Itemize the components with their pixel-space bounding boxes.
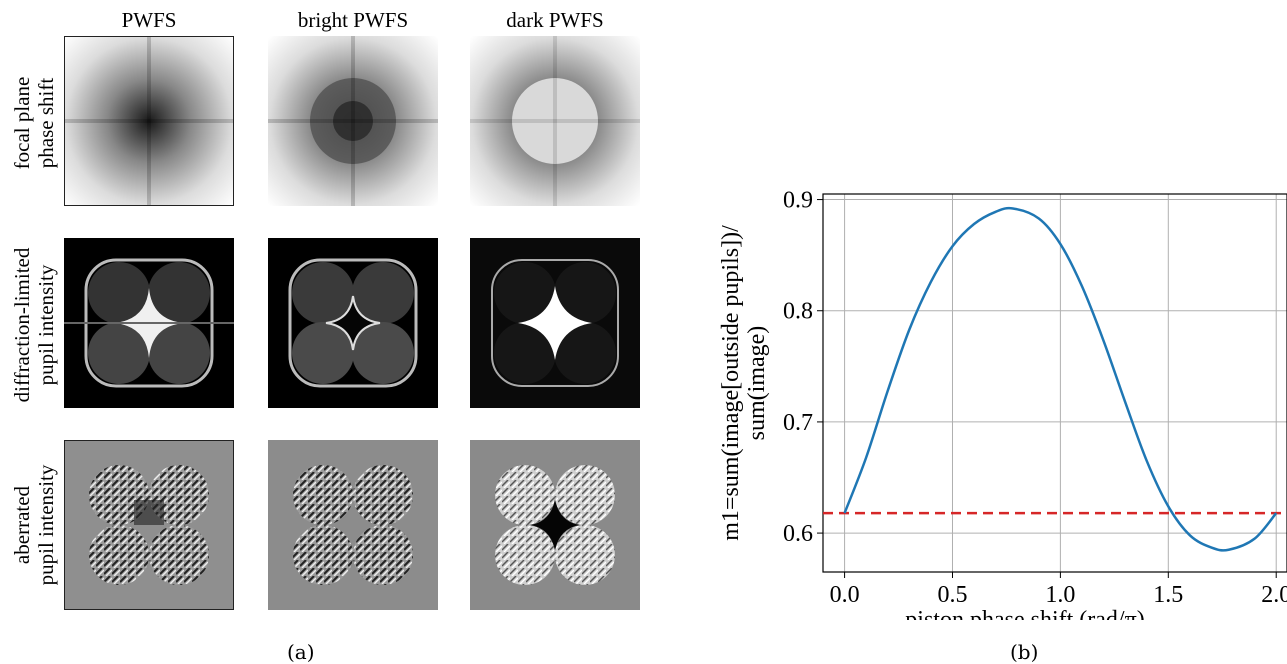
row-label-focal-plane: focal plane phase shift xyxy=(10,38,60,208)
row-label-line: phase shift xyxy=(34,38,58,208)
y-tick-label: 0.9 xyxy=(783,188,813,214)
column-title-bright-pwfs: bright PWFS xyxy=(268,8,438,33)
x-tick-label: 1.0 xyxy=(1045,582,1075,608)
y-tick-label: 0.6 xyxy=(783,521,813,547)
y-axis-label: sum(image) xyxy=(744,326,770,441)
x-tick-label: 2.0 xyxy=(1261,582,1287,608)
image-pwfs-diffraction xyxy=(64,238,234,408)
image-dark-pwfs-aberrated xyxy=(470,440,640,610)
row-label-diffraction-limited: diffraction-limited pupil intensity xyxy=(10,225,60,425)
y-tick-label: 0.7 xyxy=(783,410,813,436)
caption-a: (a) xyxy=(287,640,315,664)
x-axis-label: piston phase shift (rad/π) xyxy=(905,607,1144,620)
chart-m1-vs-piston: 0.0 0.5 1.0 1.5 2.0 0.6 0.7 0.8 0.9 piston phase … xyxy=(700,180,1287,620)
row-label-line: aberrated xyxy=(10,440,34,610)
y-axis-label: m1=sum(image[outside pupils])/ xyxy=(718,225,744,541)
y-tick-label: 0.8 xyxy=(783,299,813,325)
row-label-line: pupil intensity xyxy=(34,440,58,610)
row-label-line: diffraction-limited xyxy=(10,225,34,425)
image-bright-pwfs-aberrated xyxy=(268,440,438,610)
image-bright-pwfs-diffraction xyxy=(268,238,438,408)
column-title-dark-pwfs: dark PWFS xyxy=(470,8,640,33)
x-tick-label: 1.5 xyxy=(1153,582,1183,608)
row-label-aberrated: aberrated pupil intensity xyxy=(10,440,60,610)
image-bright-pwfs-phase xyxy=(268,36,438,206)
row-label-line: pupil intensity xyxy=(34,225,58,425)
caption-b: (b) xyxy=(1010,640,1038,664)
plot-frame xyxy=(823,194,1287,572)
x-tick-label: 0.5 xyxy=(937,582,967,608)
column-title-pwfs: PWFS xyxy=(64,8,234,33)
row-label-line: focal plane xyxy=(10,38,34,208)
image-pwfs-aberrated xyxy=(64,440,234,610)
x-tick-label: 0.0 xyxy=(830,582,860,608)
image-dark-pwfs-diffraction xyxy=(470,238,640,408)
image-pwfs-phase xyxy=(64,36,234,206)
image-dark-pwfs-phase xyxy=(470,36,640,206)
